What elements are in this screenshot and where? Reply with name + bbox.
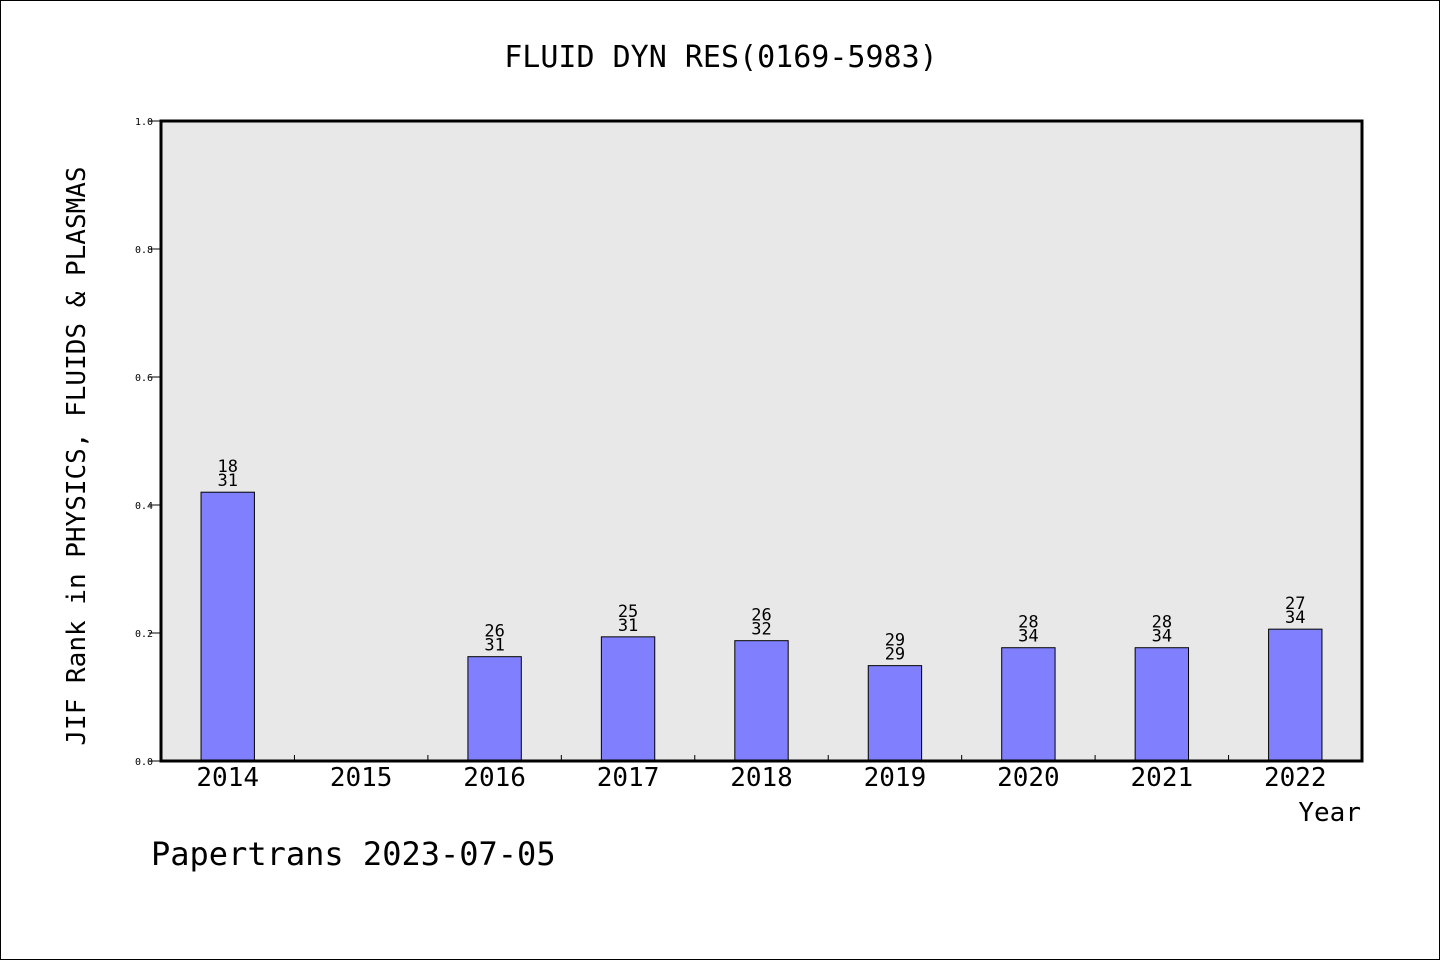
bar-rank-label: 18 [217, 457, 237, 477]
bar [734, 640, 789, 762]
bar-rank-label: 26 [751, 606, 771, 626]
bar [467, 656, 522, 762]
bar-total-label: 32 [751, 620, 771, 640]
y-axis-ticks: 0.0 0.2 0.4 0.6 0.8 1.0 [135, 117, 161, 768]
y-tick-label: 0.0 [135, 757, 153, 768]
bar [1001, 647, 1056, 762]
y-tick-label: 0.6 [135, 373, 153, 384]
y-tick-label: 1.0 [135, 117, 153, 128]
x-tick-label: 2018 [730, 763, 793, 793]
y-axis-label: JIF Rank in PHYSICS, FLUIDS & PLASMAS [62, 166, 92, 745]
bar-rank-label: 29 [885, 631, 905, 651]
x-tick-label: 2022 [1264, 763, 1327, 793]
bar-rank-label: 28 [1018, 613, 1038, 633]
x-axis-label: Year [1298, 798, 1361, 828]
bar-total-label: 34 [1285, 608, 1305, 628]
bar-total-label: 31 [484, 636, 504, 656]
y-tick-label: 0.8 [135, 245, 153, 256]
x-tick-label: 2020 [997, 763, 1060, 793]
bar [1134, 647, 1190, 762]
x-tick-label: 2017 [597, 763, 660, 793]
footer-credit: Papertrans 2023-07-05 [151, 835, 556, 873]
x-tick-label: 2015 [330, 763, 393, 793]
bar-total-label: 34 [1152, 627, 1172, 647]
bar-rank-label: 26 [484, 622, 504, 642]
x-tick-label: 2019 [864, 763, 927, 793]
x-tick-label: 2021 [1131, 763, 1194, 793]
bar [867, 665, 923, 762]
bar-total-label: 29 [885, 645, 905, 665]
x-axis-ticks: 2014 2015 2016 2017 2018 2019 2020 2021 2022 [196, 755, 1327, 793]
bar [600, 636, 656, 762]
bar [200, 491, 255, 762]
bar-total-label: 31 [217, 471, 237, 491]
y-tick-label: 0.4 [135, 501, 153, 512]
y-tick-label: 0.2 [135, 629, 153, 640]
bar-total-label: 34 [1018, 627, 1038, 647]
x-tick-label: 2014 [196, 763, 259, 793]
plot-border [159, 119, 1364, 763]
bar-total-label: 31 [618, 616, 638, 636]
chart-title: FLUID DYN RES(0169-5983) [504, 40, 937, 75]
bar-rank-label: 28 [1152, 613, 1172, 633]
x-tick-label: 2016 [463, 763, 526, 793]
bar-rank-label: 27 [1285, 594, 1305, 614]
bar-rank-label: 25 [618, 602, 638, 622]
bar [1268, 628, 1323, 762]
